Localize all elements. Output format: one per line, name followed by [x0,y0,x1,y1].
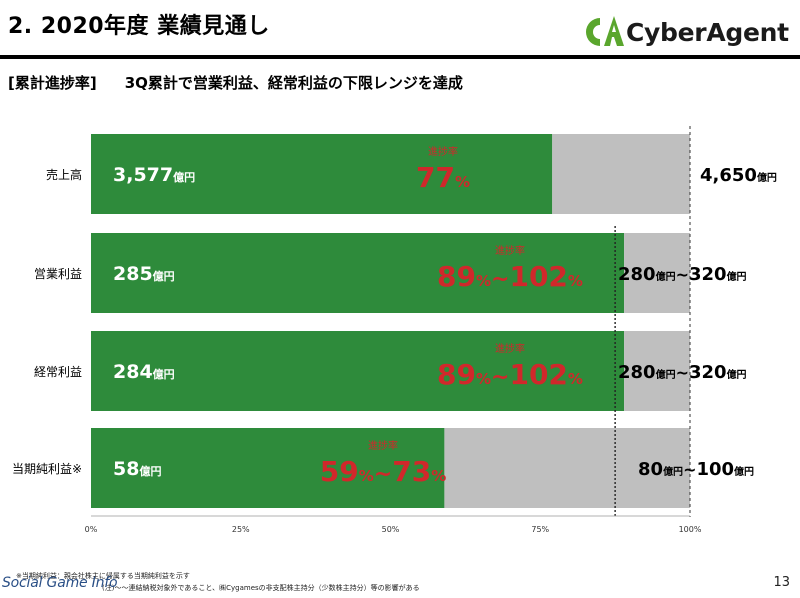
bar-actual-3 [91,428,445,508]
category-label-3: 当期純利益※ [12,462,82,476]
x-tick-label-2: 50% [382,525,400,534]
bar-actual-0 [91,134,553,214]
header-divider [0,55,800,59]
x-tick-label-3: 75% [531,525,549,534]
progress-value-3: 59%~73% [320,455,446,488]
slide-subtitle: [累計進捗率] 3Q累計で営業利益、経常利益の下限レンジを達成 [8,72,463,93]
category-label-0: 売上高 [46,167,82,182]
bar-remaining-1 [624,233,690,313]
bar-remaining-2 [624,331,690,411]
bar-actual-2 [91,331,625,411]
progress-value-1: 89%~102% [437,260,583,293]
x-tick-label-0: 0% [85,525,98,534]
x-tick-label-4: 100% [679,525,702,534]
actual-value-label-3: 58億円 [113,458,161,480]
footnote-2: (注)〜〜連結納税対象外であること、㈱Cygamesの非支配株主持分（少数株主持… [102,584,420,592]
progress-caption-2: 進捗率 [495,342,525,355]
actual-value-label-0: 3,577億円 [113,164,195,186]
forecast-label-3: 80億円~100億円 [638,459,754,480]
bar-remaining-0 [552,134,690,214]
forecast-label-1: 280億円~320億円 [618,264,747,285]
forecast-label-0: 4,650億円 [700,165,777,186]
bar-remaining-3 [444,428,690,508]
progress-value-2: 89%~102% [437,358,583,391]
page-title: 2. 2020年度 業績見通し [8,14,270,39]
bar-actual-1 [91,233,625,313]
cyberagent-logo-icon [586,16,624,46]
x-tick-label-1: 25% [232,525,250,534]
category-label-2: 経常利益 [34,365,82,379]
brand-name: CyberAgent [626,18,789,47]
progress-value-0: 77% [416,161,470,194]
forecast-label-2: 280億円~320億円 [618,362,747,383]
brand-logo: CyberAgent [576,12,798,52]
subtitle-text: 3Q累計で営業利益、経常利益の下限レンジを達成 [124,74,463,92]
subtitle-bracket: [累計進捗率] [8,74,97,92]
progress-caption-1: 進捗率 [495,244,525,257]
actual-value-label-2: 284億円 [113,361,175,383]
actual-value-label-1: 285億円 [113,263,175,285]
page-number: 13 [773,575,790,590]
category-label-1: 営業利益 [34,267,82,281]
progress-caption-3: 進捗率 [368,439,398,452]
footnote-1: ※当期純利益：親会社株主に帰属する当期純利益を示す [16,572,190,580]
watermark: Social Game Info [2,575,118,591]
progress-caption-0: 進捗率 [428,145,458,158]
